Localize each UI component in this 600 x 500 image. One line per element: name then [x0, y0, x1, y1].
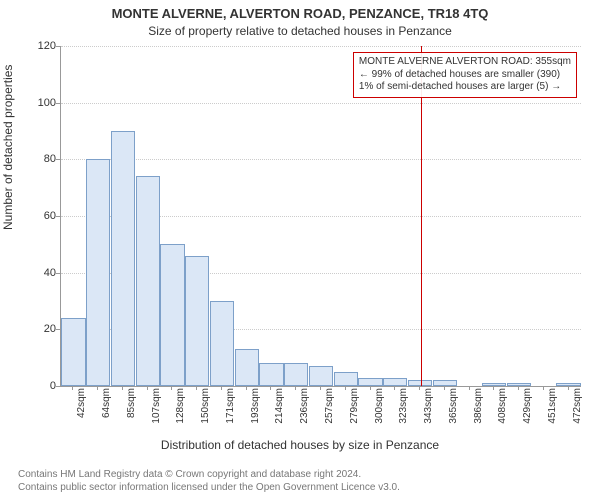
x-tick-mark	[171, 386, 172, 390]
x-tick-label: 429sqm	[522, 388, 533, 424]
annotation-box: MONTE ALVERNE ALVERTON ROAD: 355sqm← 99%…	[353, 52, 577, 98]
histogram-bar	[86, 159, 110, 386]
x-tick-label: 236sqm	[299, 388, 310, 424]
x-tick-mark	[196, 386, 197, 390]
histogram-bar	[210, 301, 234, 386]
x-tick-mark	[72, 386, 73, 390]
footer-line-2: Contains public sector information licen…	[18, 481, 400, 494]
x-tick-label: 150sqm	[200, 388, 211, 424]
annotation-line: MONTE ALVERNE ALVERTON ROAD: 355sqm	[359, 56, 571, 69]
chart-title: MONTE ALVERNE, ALVERTON ROAD, PENZANCE, …	[0, 6, 600, 21]
x-tick-mark	[518, 386, 519, 390]
x-tick-label: 214sqm	[274, 388, 285, 424]
y-tick-label: 80	[34, 153, 56, 165]
y-tick-label: 20	[34, 323, 56, 335]
histogram-bar	[334, 372, 358, 386]
histogram-bar	[61, 318, 85, 386]
x-tick-label: 107sqm	[151, 388, 162, 424]
x-tick-mark	[370, 386, 371, 390]
x-tick-label: 279sqm	[349, 388, 360, 424]
x-tick-mark	[543, 386, 544, 390]
y-tick-label: 100	[34, 97, 56, 109]
chart-subtitle: Size of property relative to detached ho…	[0, 24, 600, 38]
gridline	[61, 46, 581, 47]
x-axis-label: Distribution of detached houses by size …	[0, 438, 600, 452]
x-tick-label: 300sqm	[374, 388, 385, 424]
x-tick-label: 42sqm	[76, 388, 87, 418]
x-tick-mark	[345, 386, 346, 390]
x-tick-label: 257sqm	[324, 388, 335, 424]
x-tick-label: 171sqm	[225, 388, 236, 424]
x-tick-mark	[444, 386, 445, 390]
histogram-bar	[185, 256, 209, 386]
x-tick-mark	[469, 386, 470, 390]
x-tick-label: 193sqm	[250, 388, 261, 424]
histogram-bar	[433, 380, 457, 386]
chart-container: MONTE ALVERNE, ALVERTON ROAD, PENZANCE, …	[0, 0, 600, 500]
histogram-bar	[136, 176, 160, 386]
x-tick-mark	[97, 386, 98, 390]
x-tick-mark	[320, 386, 321, 390]
histogram-bar	[259, 363, 283, 386]
annotation-line: ← 99% of detached houses are smaller (39…	[359, 69, 571, 82]
x-tick-mark	[295, 386, 296, 390]
y-axis-label: Number of detached properties	[1, 65, 15, 230]
y-tick-label: 40	[34, 267, 56, 279]
annotation-line: 1% of semi-detached houses are larger (5…	[359, 81, 571, 94]
histogram-bar	[284, 363, 308, 386]
histogram-bar	[358, 378, 382, 387]
x-tick-label: 128sqm	[175, 388, 186, 424]
x-tick-label: 386sqm	[473, 388, 484, 424]
x-tick-label: 365sqm	[448, 388, 459, 424]
x-tick-label: 85sqm	[126, 388, 137, 418]
plot-area: MONTE ALVERNE ALVERTON ROAD: 355sqm← 99%…	[60, 46, 581, 387]
histogram-bar	[235, 349, 259, 386]
x-tick-mark	[122, 386, 123, 390]
x-tick-label: 343sqm	[423, 388, 434, 424]
gridline	[61, 103, 581, 104]
histogram-bar	[111, 131, 135, 386]
x-tick-mark	[493, 386, 494, 390]
histogram-bar	[160, 244, 184, 386]
footer-line-1: Contains HM Land Registry data © Crown c…	[18, 468, 400, 481]
x-tick-mark	[246, 386, 247, 390]
x-tick-mark	[394, 386, 395, 390]
x-tick-mark	[419, 386, 420, 390]
x-tick-label: 451sqm	[547, 388, 558, 424]
x-tick-mark	[270, 386, 271, 390]
histogram-bar	[309, 366, 333, 386]
x-tick-label: 408sqm	[497, 388, 508, 424]
x-tick-label: 472sqm	[572, 388, 583, 424]
y-tick-label: 0	[34, 380, 56, 392]
y-tick-label: 60	[34, 210, 56, 222]
x-tick-label: 64sqm	[101, 388, 112, 418]
x-tick-mark	[221, 386, 222, 390]
histogram-bar	[556, 383, 580, 386]
x-tick-mark	[147, 386, 148, 390]
footer-attribution: Contains HM Land Registry data © Crown c…	[18, 468, 400, 494]
histogram-bar	[383, 378, 407, 387]
gridline	[61, 159, 581, 160]
x-tick-mark	[568, 386, 569, 390]
y-tick-label: 120	[34, 40, 56, 52]
x-tick-label: 323sqm	[398, 388, 409, 424]
